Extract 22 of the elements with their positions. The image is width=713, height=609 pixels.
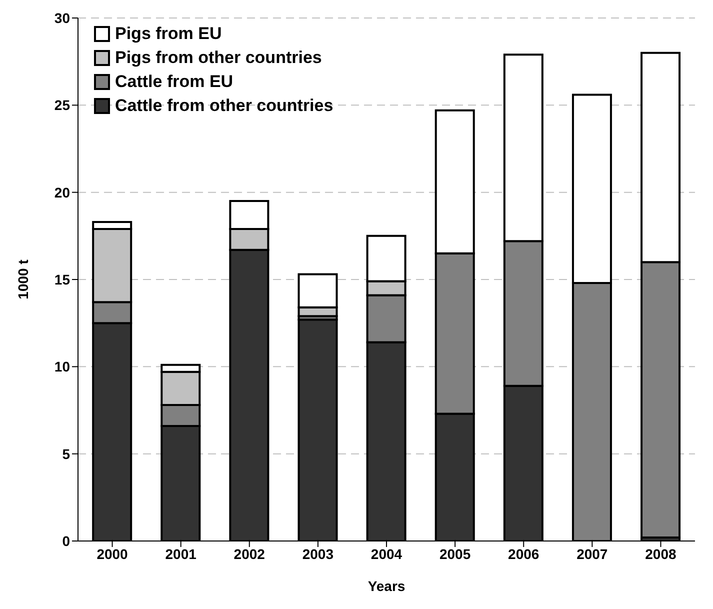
y-tick-label: 25 (54, 97, 70, 114)
x-tick-label: 2008 (645, 546, 677, 562)
x-tick-label: 2004 (370, 546, 402, 562)
y-tick-label: 5 (62, 446, 70, 462)
x-axis-title: Years (368, 578, 406, 594)
legend-label: Cattle from other countries (115, 96, 334, 116)
y-tick-label: 30 (54, 10, 70, 26)
y-axis-title: 1000 t (14, 259, 31, 300)
x-tick-label: 2005 (439, 546, 471, 562)
legend-label: Pigs from EU (115, 24, 222, 44)
x-tick-label: 2000 (96, 546, 128, 562)
legend-label: Cattle from EU (115, 72, 234, 92)
x-tick-label: 2001 (165, 546, 197, 562)
y-tick-label: 10 (54, 358, 70, 375)
y-tick-label: 0 (62, 532, 70, 549)
y-tick-label: 20 (54, 184, 70, 200)
legend-label: Pigs from other countries (115, 48, 322, 68)
x-tick-label: 2003 (302, 546, 334, 562)
x-tick-label: 2006 (508, 546, 540, 562)
x-tick-label: 2002 (234, 546, 266, 562)
x-tick-label: 2007 (576, 546, 608, 562)
y-tick-label: 15 (54, 271, 70, 288)
